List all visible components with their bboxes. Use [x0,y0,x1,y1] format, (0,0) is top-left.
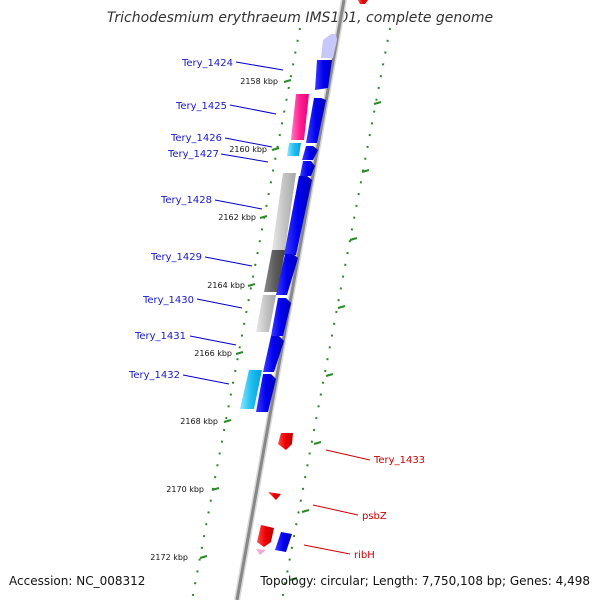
cds-tery-1433 [278,433,293,450]
kbp-label-2172: 2172 kbp [150,553,188,562]
cds-tery-1427 [300,161,315,176]
reverse-gene-labels: Tery_1433 psbZ ribH [303,449,425,561]
topology-label: Topology: circular; Length: 7,750,108 bp… [259,574,590,588]
kbp-ticks-right [289,101,382,581]
cds-tery-1429 [276,254,298,295]
kbp-label-2166: 2166 kbp [194,349,232,358]
map-title: Trichodesmium erythraeum IMS101, complet… [107,10,493,26]
cds-tery-1432 [256,374,276,412]
cds-tery-1430 [271,298,291,336]
kbp-label-2162: 2162 kbp [218,213,256,222]
gene-label-tery-1432[interactable]: Tery_1432 [128,370,180,381]
cds-tery-1426 [302,146,318,160]
genome-backbone [234,0,347,600]
cds-ribH [257,525,274,547]
similarity-block-cyan [287,143,301,156]
cds-tery-1428 [284,176,312,255]
gene-label-tery-1424[interactable]: Tery_1424 [181,58,233,69]
gene-label-tery-1426[interactable]: Tery_1426 [170,133,222,144]
cds-partial-top-red [358,0,368,4]
gene-label-tery-1428[interactable]: Tery_1428 [160,195,212,206]
similarity-block-cyan-2 [240,370,262,409]
gene-label-tery-1427[interactable]: Tery_1427 [167,149,219,160]
cds-tery-1424 [315,60,332,90]
similarity-block-gray-light [272,173,296,250]
cds-partial-top [321,34,337,58]
similarity-block-gray [256,295,276,332]
kbp-label-2160: 2160 kbp [229,145,267,154]
kbp-label-2158: 2158 kbp [240,77,278,86]
gene-label-psbZ[interactable]: psbZ [362,511,387,522]
cds-ribH-neighbor [275,532,292,552]
gene-label-tery-1430[interactable]: Tery_1430 [142,295,194,306]
kbp-label-2164: 2164 kbp [207,281,245,290]
gene-label-tery-1431[interactable]: Tery_1431 [134,331,186,342]
cds-psbZ [268,492,281,500]
forward-gene-labels: Tery_1424 Tery_1425 Tery_1426 Tery_1427 … [128,58,284,385]
kbp-label-2170: 2170 kbp [166,485,204,494]
accession-label: Accession: NC_008312 [9,574,145,588]
gene-label-ribH[interactable]: ribH [354,550,375,561]
cds-tery-1431 [263,336,284,372]
kbp-ticks [199,79,292,559]
reverse-cds-track [256,0,368,555]
gene-label-tery-1425[interactable]: Tery_1425 [175,101,227,112]
gene-label-tery-1433[interactable]: Tery_1433 [373,455,425,466]
cds-tery-1425 [306,98,326,143]
feature-small-pink [256,549,266,555]
similarity-block-pink [291,94,309,140]
gene-label-tery-1429[interactable]: Tery_1429 [150,252,202,263]
kbp-label-2168: 2168 kbp [180,417,218,426]
forward-cds-track [256,34,337,552]
outer-tick-track [191,27,391,600]
